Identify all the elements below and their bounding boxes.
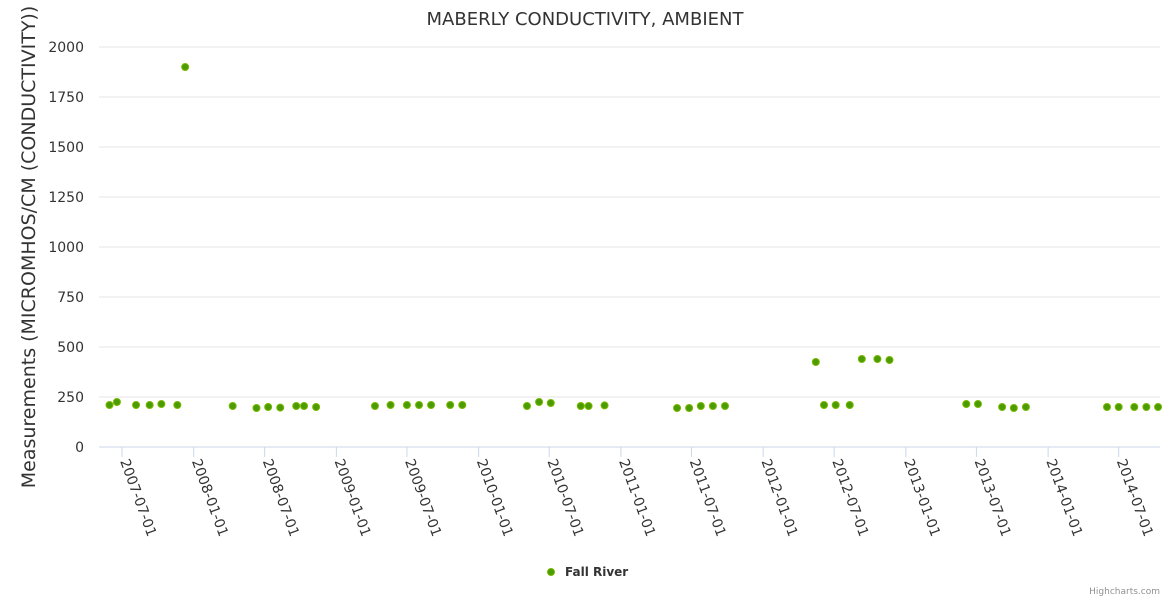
data-point[interactable] bbox=[522, 402, 531, 410]
data-point[interactable] bbox=[458, 401, 467, 409]
data-point[interactable] bbox=[402, 401, 411, 409]
data-point[interactable] bbox=[112, 398, 121, 406]
data-point[interactable] bbox=[105, 401, 114, 409]
data-point[interactable] bbox=[181, 63, 190, 71]
credits-link[interactable]: Highcharts.com bbox=[1089, 587, 1160, 597]
data-point[interactable] bbox=[576, 402, 585, 410]
data-point[interactable] bbox=[584, 402, 593, 410]
data-point[interactable] bbox=[1102, 403, 1111, 411]
data-point[interactable] bbox=[973, 400, 982, 408]
data-point[interactable] bbox=[546, 399, 555, 407]
data-point[interactable] bbox=[300, 402, 309, 410]
series-fall-river bbox=[105, 63, 1163, 412]
y-tick-label: 1500 bbox=[48, 140, 84, 156]
data-point[interactable] bbox=[446, 401, 455, 409]
data-point[interactable] bbox=[998, 403, 1007, 411]
data-point[interactable] bbox=[600, 401, 609, 410]
data-point[interactable] bbox=[831, 401, 840, 409]
y-tick-label: 2000 bbox=[48, 40, 84, 56]
y-tick-label: 1750 bbox=[48, 90, 84, 106]
data-point[interactable] bbox=[845, 401, 854, 409]
data-point[interactable] bbox=[535, 398, 544, 406]
data-point[interactable] bbox=[132, 401, 141, 409]
data-point[interactable] bbox=[1114, 403, 1123, 411]
data-point[interactable] bbox=[386, 401, 395, 409]
data-point[interactable] bbox=[228, 402, 237, 410]
y-axis-label: Measurements (MICROMHOS/CM (CONDUCTIVITY… bbox=[18, 6, 40, 489]
data-point[interactable] bbox=[885, 356, 894, 364]
data-point[interactable] bbox=[312, 403, 321, 411]
data-point[interactable] bbox=[1142, 403, 1151, 411]
y-axis-ticks: 0 250 500 750 1000 1250 1500 1750 2000 bbox=[48, 40, 84, 456]
y-tick-label: 1000 bbox=[48, 240, 84, 256]
data-point[interactable] bbox=[1021, 403, 1030, 411]
legend[interactable]: Fall River bbox=[547, 565, 629, 579]
data-point[interactable] bbox=[1130, 403, 1139, 411]
data-point[interactable] bbox=[276, 403, 285, 412]
grid-lines bbox=[99, 46, 1160, 398]
data-point[interactable] bbox=[811, 358, 820, 366]
y-tick-label: 250 bbox=[57, 390, 84, 406]
data-point[interactable] bbox=[427, 401, 436, 409]
data-point[interactable] bbox=[685, 404, 694, 412]
data-point[interactable] bbox=[962, 400, 971, 408]
data-point[interactable] bbox=[173, 401, 182, 409]
y-tick-label: 0 bbox=[75, 440, 84, 456]
legend-label-fall-river[interactable]: Fall River bbox=[565, 565, 628, 579]
data-point[interactable] bbox=[820, 401, 829, 409]
data-point[interactable] bbox=[252, 404, 261, 412]
data-point[interactable] bbox=[1009, 404, 1018, 412]
y-tick-label: 1250 bbox=[48, 190, 84, 206]
data-point[interactable] bbox=[708, 402, 717, 410]
chart-title: MABERLY CONDUCTIVITY, AMBIENT bbox=[427, 9, 745, 30]
data-point[interactable] bbox=[673, 404, 682, 412]
data-point[interactable] bbox=[1154, 403, 1163, 411]
data-point[interactable] bbox=[873, 355, 882, 363]
data-point[interactable] bbox=[415, 401, 424, 409]
data-point[interactable] bbox=[145, 401, 154, 409]
legend-marker bbox=[547, 568, 555, 576]
y-tick-label: 750 bbox=[57, 290, 84, 306]
data-point[interactable] bbox=[370, 402, 379, 410]
data-point[interactable] bbox=[696, 402, 705, 410]
data-point[interactable] bbox=[157, 400, 166, 408]
data-point[interactable] bbox=[857, 355, 866, 363]
data-point[interactable] bbox=[720, 402, 729, 410]
data-point[interactable] bbox=[292, 402, 301, 410]
data-point[interactable] bbox=[264, 403, 273, 411]
y-tick-label: 500 bbox=[57, 340, 84, 356]
